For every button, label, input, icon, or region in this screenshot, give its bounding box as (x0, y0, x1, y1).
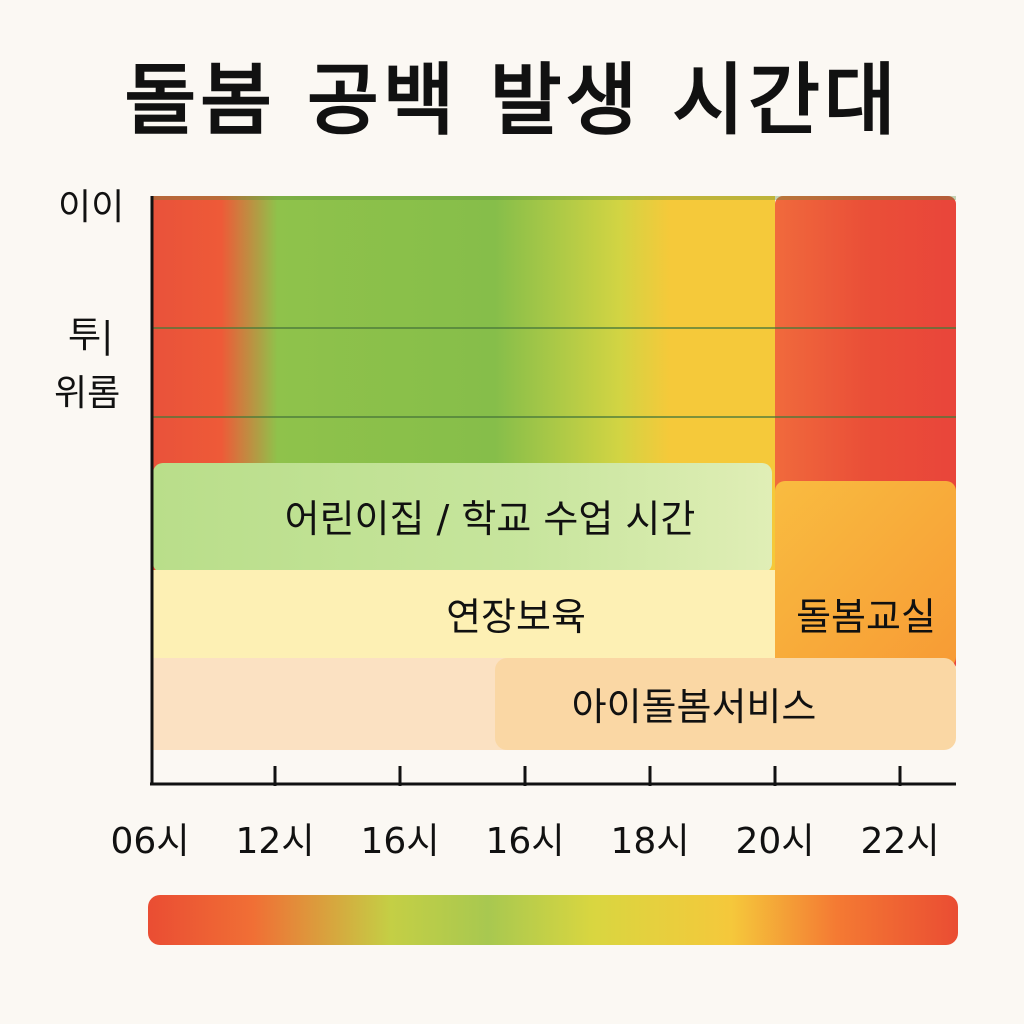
y-label-middle: 투| (68, 315, 114, 356)
chart-title: 돌봄 공백 발생 시간대 (124, 56, 900, 146)
bar-base-bottom (153, 658, 553, 750)
x-tick-label: 06시 (110, 821, 190, 862)
bar-label-extended-care: 연장보육 (446, 595, 586, 639)
bar-school-hours (153, 463, 772, 573)
bar-label-care-classroom: 돌봄교실 (796, 595, 936, 639)
color-scale-legend (148, 895, 958, 945)
bar-label-childcare-service: 아이돌봄서비스 (572, 685, 817, 729)
grid-top (153, 196, 956, 200)
y-label-top: 이이 (58, 187, 125, 228)
bar-care-classroom (775, 481, 956, 667)
y-label-bottom: 위롬 (54, 373, 121, 414)
x-tick-label: 16시 (360, 821, 440, 862)
x-tick-label: 20시 (735, 821, 815, 862)
bar-extended-care (153, 570, 775, 662)
x-tick-label: 22시 (860, 821, 940, 862)
bar-label-school-hours: 어린이집 / 학교 수업 시간 (285, 497, 696, 541)
x-tick-label: 12시 (235, 821, 315, 862)
x-tick-label: 16시 (485, 821, 565, 862)
bar-childcare-service (495, 658, 956, 750)
x-tick-label: 18시 (610, 821, 690, 862)
